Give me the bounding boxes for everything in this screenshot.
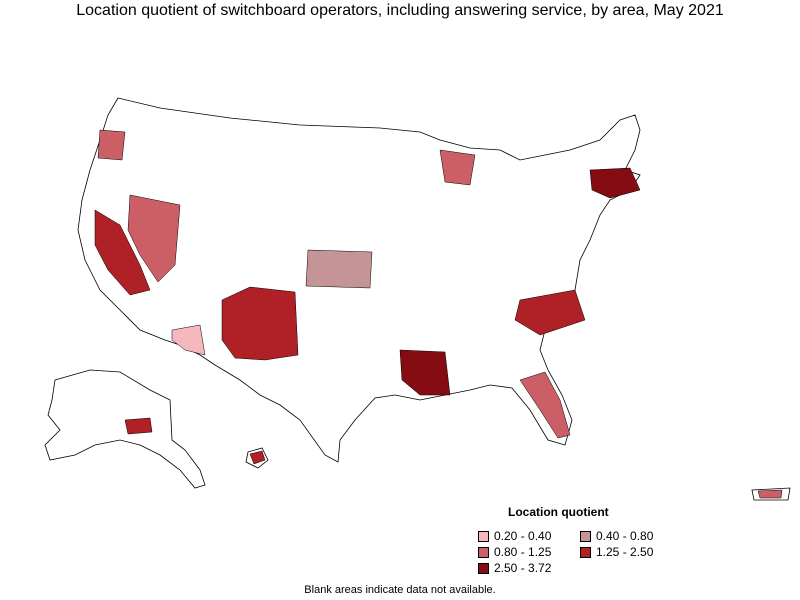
area-nevada [127,194,181,283]
blank-areas-note: Blank areas indicate data not available. [304,584,496,596]
alaska-outline [44,369,206,489]
legend-item: 0.20 - 0.40 [478,529,551,543]
area-california-central [94,209,151,296]
area-new-mexico [221,286,299,361]
area-kansas [305,249,373,289]
legend-item: 1.25 - 2.50 [580,545,653,559]
area-new-england [589,167,641,199]
legend-swatch [478,530,489,542]
legend-swatch [478,562,489,574]
legend-swatch [478,546,489,558]
area-florida [519,371,571,439]
area-louisiana [399,349,451,396]
legend-label: 0.20 - 0.40 [494,529,552,543]
area-alaska-south [124,417,153,435]
legend-label: 1.25 - 2.50 [596,545,654,559]
area-carolinas [514,289,586,336]
area-arizona-south [171,324,206,356]
legend-swatch [580,530,591,542]
area-hawaii [249,450,266,465]
legend-label: 0.80 - 1.25 [494,545,552,559]
area-michigan [439,149,476,186]
legend-item: 0.80 - 1.25 [478,545,551,559]
map-title: Location quotient of switchboard operato… [76,2,724,19]
legend-swatch [580,546,591,558]
area-puerto-rico [757,489,783,499]
legend-item: 0.40 - 0.80 [580,529,653,543]
legend-title: Location quotient [508,505,609,519]
area-oregon-west [97,129,126,161]
legend-label: 0.40 - 0.80 [596,529,654,543]
legend-label: 2.50 - 3.72 [494,561,552,575]
legend-item: 2.50 - 3.72 [478,561,551,575]
